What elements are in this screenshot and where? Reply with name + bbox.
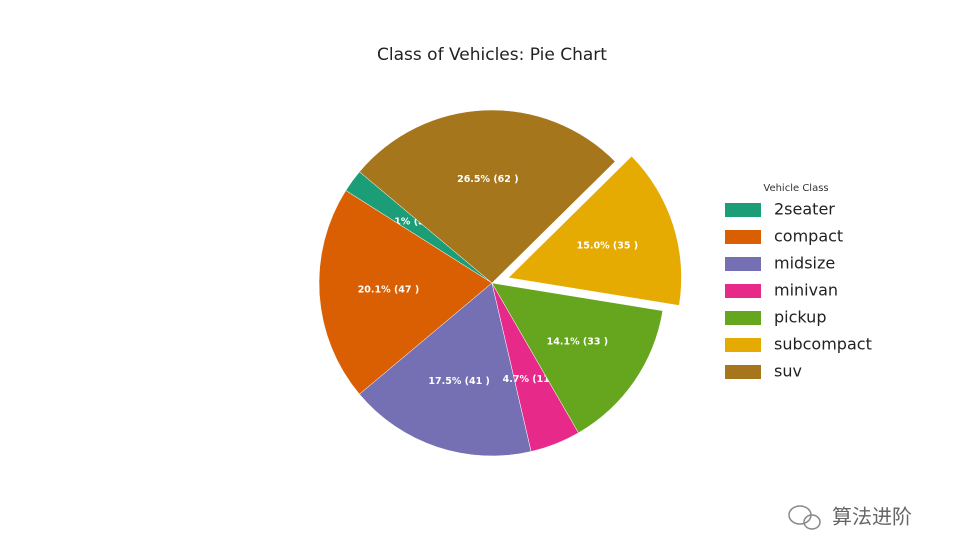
watermark: 算法进阶 bbox=[832, 505, 912, 529]
legend-swatch bbox=[725, 203, 761, 217]
slice-label: 26.5% (62 ) bbox=[457, 174, 518, 185]
legend-swatch bbox=[725, 257, 761, 271]
legend-swatch bbox=[725, 365, 761, 379]
legend-label: pickup bbox=[774, 308, 826, 327]
legend-swatch bbox=[725, 338, 761, 352]
slice-label: 15.0% (35 ) bbox=[577, 241, 638, 252]
slice-label: 2.1% (5 ) bbox=[384, 216, 432, 227]
legend-swatch bbox=[725, 311, 761, 325]
legend-label: minivan bbox=[774, 281, 838, 300]
legend-label: subcompact bbox=[774, 335, 872, 354]
slice-label: 14.1% (33 ) bbox=[547, 336, 608, 347]
slice-label: 17.5% (41 ) bbox=[428, 376, 489, 387]
pie-slice bbox=[318, 190, 493, 395]
pie-slice bbox=[359, 282, 532, 457]
slice-label: 4.7% (11 ) bbox=[503, 374, 558, 385]
legend-label: suv bbox=[774, 362, 802, 381]
legend-title: Vehicle Class bbox=[763, 183, 828, 194]
legend-label: compact bbox=[774, 227, 843, 246]
legend-label: midsize bbox=[774, 254, 835, 273]
legend-label: 2seater bbox=[774, 200, 835, 219]
pie-slice bbox=[491, 282, 664, 434]
legend-swatch bbox=[725, 284, 761, 298]
pie-slice bbox=[359, 109, 616, 284]
chart-title: Class of Vehicles: Pie Chart bbox=[377, 45, 607, 65]
pie-slice bbox=[507, 155, 682, 306]
slice-label: 20.1% (47 ) bbox=[358, 284, 419, 295]
legend-swatch bbox=[725, 230, 761, 244]
watermark-icon bbox=[788, 505, 821, 530]
